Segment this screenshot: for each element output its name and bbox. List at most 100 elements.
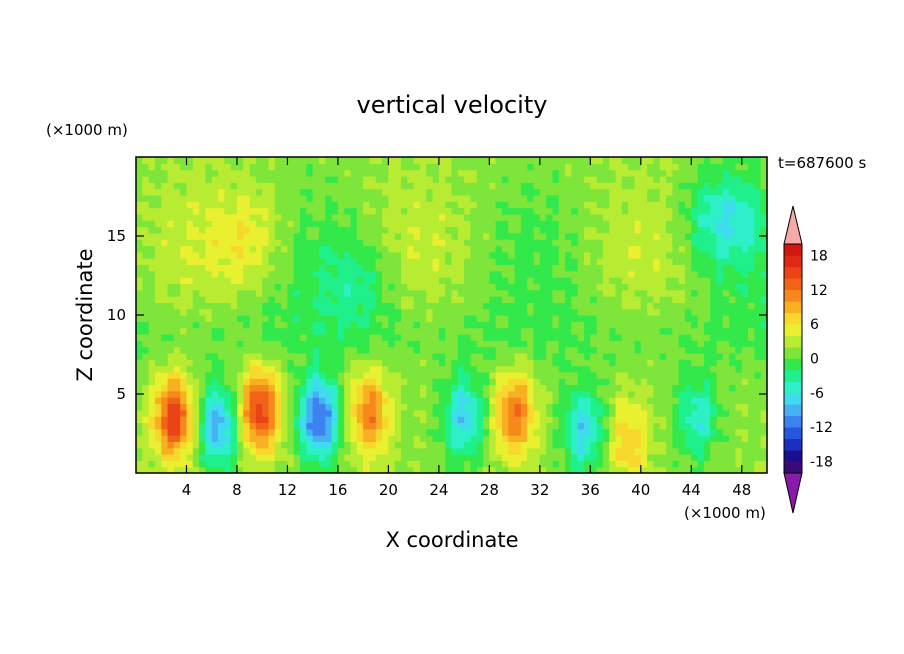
contour-cell [596,403,604,411]
contour-cell [382,435,389,442]
contour-cell [426,428,434,436]
contour-cell [281,428,289,436]
contour-cell [495,378,503,386]
contour-cell [445,283,453,291]
contour-cell [300,213,307,221]
contour-cell [154,239,162,247]
contour-cell [634,169,642,177]
contour-cell [722,308,730,316]
contour-cell [565,384,572,392]
contour-cell [293,283,301,291]
contour-cell [142,283,150,291]
contour-cell [684,169,692,177]
contour-cell [659,403,667,411]
contour-cell [218,378,225,386]
contour-cell [672,245,680,253]
contour-cell [508,245,516,253]
contour-cell [552,454,560,461]
contour-cell [142,340,150,348]
contour-cell [735,460,743,468]
contour-cell [306,346,314,354]
contour-cell [464,441,472,449]
contour-cell [760,321,768,329]
contour-cell [268,365,276,373]
contour-cell [218,390,225,398]
contour-cell [287,422,295,430]
contour-cell [470,232,478,240]
contour-cell [697,232,705,240]
contour-cell [565,371,572,379]
contour-cell [533,283,541,291]
contour-cell [312,365,320,373]
contour-cell [476,207,484,215]
contour-cell [249,308,257,316]
contour-cell [577,435,585,442]
contour-cell [628,466,636,474]
contour-cell [356,270,364,278]
contour-cell [243,435,251,442]
contour-cell [205,441,213,449]
contour-cell [508,397,516,405]
contour-cell [590,409,598,417]
contour-cell [401,352,408,360]
contour-cell [325,460,333,468]
contour-cell [180,428,188,436]
contour-cell [470,359,478,367]
contour-cell [306,283,314,291]
contour-cell [666,264,673,272]
contour-cell [729,315,737,322]
contour-cell [325,296,333,303]
contour-cell [552,175,560,183]
contour-cell [375,384,383,392]
contour-cell [438,428,446,436]
contour-cell [173,194,181,202]
contour-cell [609,327,617,335]
contour-cell [218,384,225,392]
contour-cell [230,277,238,284]
contour-cell [243,428,251,436]
contour-cell [666,270,673,278]
contour-cell [419,384,427,392]
contour-cell [590,283,598,291]
contour-cell [154,213,162,221]
contour-cell [148,403,156,411]
contour-cell [375,409,383,417]
contour-cell [281,232,289,240]
contour-cell [672,390,680,398]
contour-cell [274,327,282,335]
contour-cell [590,365,598,373]
contour-cell [268,460,276,468]
contour-cell [199,371,207,379]
contour-cell [382,207,389,215]
contour-cell [401,194,408,202]
contour-cell [640,270,648,278]
contour-cell [369,232,377,240]
contour-cell [363,201,371,209]
contour-cell [401,447,408,455]
contour-cell [419,188,427,196]
contour-cell [621,220,629,228]
contour-cell [628,169,636,177]
contour-cell [142,315,150,322]
contour-cell [148,441,156,449]
contour-cell [533,441,541,449]
contour-cell [464,251,472,259]
contour-cell [710,270,718,278]
contour-cell [533,378,541,386]
contour-cell [274,346,282,354]
contour-cell [760,333,768,341]
contour-cell [382,182,389,190]
contour-cell [401,175,408,183]
contour-cell [584,251,591,259]
contour-cell [533,163,541,171]
contour-cell [325,359,333,367]
contour-cell [312,315,320,322]
contour-cell [318,296,326,303]
contour-cell [647,441,655,449]
contour-cell [451,371,459,379]
contour-cell [249,378,257,386]
contour-cell [590,384,598,392]
contour-cell [394,403,402,411]
contour-cell [407,466,415,474]
contour-cell [697,441,705,449]
